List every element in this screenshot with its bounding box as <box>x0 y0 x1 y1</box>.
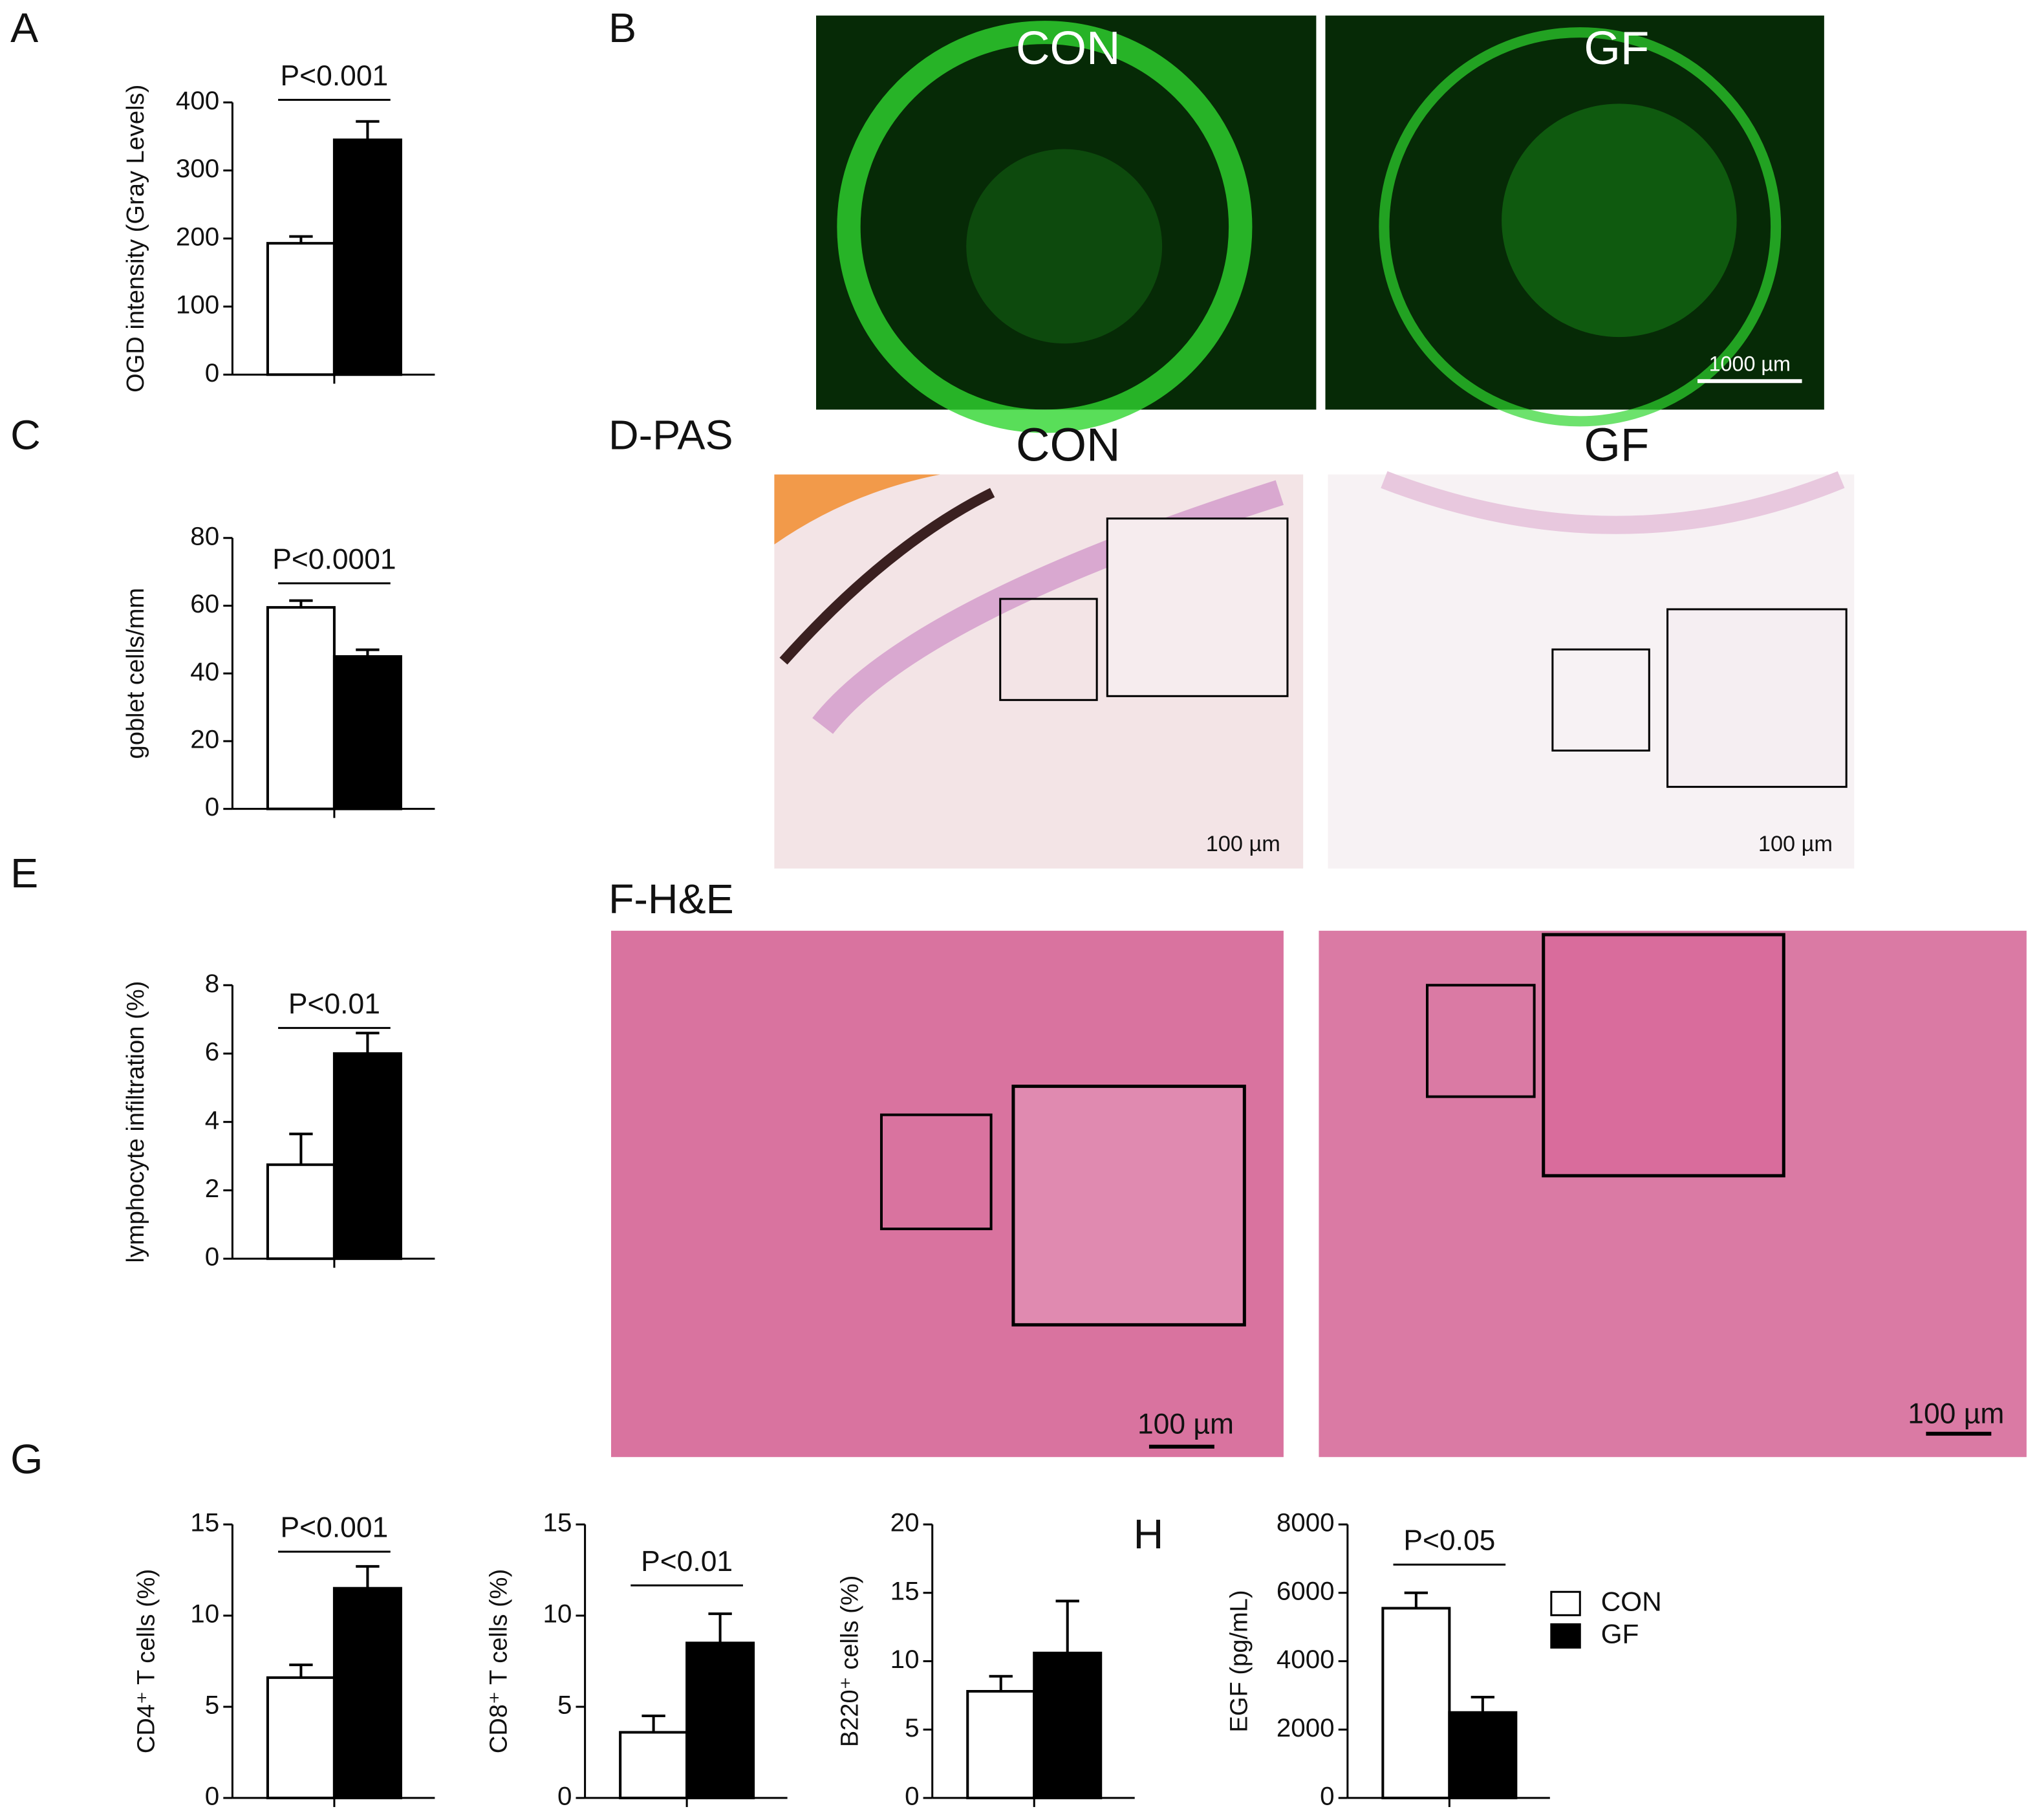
inset <box>1542 933 1785 1178</box>
y-tick-label: 6 <box>205 1037 219 1067</box>
y-axis-label: CD8⁺ T cells (%) <box>484 1569 512 1753</box>
image-detail <box>966 149 1163 344</box>
image-detail <box>837 21 1253 433</box>
y-tick-label: 15 <box>190 1508 219 1537</box>
legend-swatch <box>1550 1590 1581 1616</box>
y-tick-label: 0 <box>205 358 219 387</box>
y-axis-label: OGD intensity (Gray Levels) <box>122 85 149 393</box>
y-tick-label: 0 <box>905 1782 919 1811</box>
inset <box>1666 608 1848 788</box>
scale-label: 100 µm <box>1137 1408 1234 1440</box>
bar <box>332 655 402 810</box>
y-axis-label: CD4⁺ T cells (%) <box>132 1569 160 1753</box>
y-tick-label: 2000 <box>1277 1713 1335 1742</box>
image-detail <box>1379 27 1782 427</box>
y-tick-label: 5 <box>205 1691 219 1720</box>
image-detail <box>1502 103 1737 338</box>
y-tick-label: 200 <box>176 222 219 252</box>
y-tick-label: 10 <box>543 1599 572 1629</box>
y-axis-label: goblet cells/mm <box>122 588 149 759</box>
y-tick-label: 8000 <box>1277 1508 1335 1537</box>
bar <box>619 1731 689 1799</box>
bar <box>266 606 336 810</box>
annotation: P<0.01 <box>641 1546 733 1577</box>
legend-label: CON <box>1601 1587 1662 1617</box>
image-label: CON <box>1016 419 1121 471</box>
image-detail <box>779 488 995 665</box>
y-tick-label: 4 <box>205 1105 219 1134</box>
y-tick-label: 0 <box>1320 1782 1334 1811</box>
inset-box <box>1551 648 1650 752</box>
bar <box>966 1689 1036 1799</box>
panel-letter: G <box>10 1436 43 1482</box>
y-tick-label: 5 <box>905 1713 919 1742</box>
panel-letter: D-PAS <box>609 412 733 459</box>
y-tick-label: 10 <box>190 1599 219 1629</box>
bar <box>332 138 402 376</box>
inset-box <box>999 598 1098 701</box>
bar <box>266 1676 336 1799</box>
inset <box>1011 1085 1246 1327</box>
y-tick-label: 15 <box>543 1508 572 1537</box>
scale-label: 100 µm <box>1206 832 1280 856</box>
bar <box>685 1641 755 1799</box>
image-label: GF <box>1584 419 1649 471</box>
image-label: GF <box>1584 22 1649 74</box>
panel-letter: H <box>1134 1511 1164 1557</box>
scale-label: 100 µm <box>1758 832 1833 856</box>
y-tick-label: 5 <box>557 1691 572 1720</box>
scale-label: 1000 µm <box>1709 352 1791 376</box>
y-tick-label: 0 <box>205 1242 219 1272</box>
bar <box>266 1163 336 1261</box>
y-axis-label: B220⁺ cells (%) <box>836 1576 864 1748</box>
y-tick-label: 4000 <box>1277 1645 1335 1674</box>
y-tick-label: 0 <box>205 1782 219 1811</box>
legend-swatch <box>1550 1623 1581 1649</box>
image-label: CON <box>1016 22 1121 74</box>
y-tick-label: 100 <box>176 290 219 320</box>
y-tick-label: 2 <box>205 1174 219 1203</box>
panel-letter: E <box>10 850 38 896</box>
y-tick-label: 0 <box>557 1782 572 1811</box>
panel-letter: C <box>10 412 41 459</box>
y-tick-label: 40 <box>190 657 219 686</box>
y-tick-label: 0 <box>205 792 219 821</box>
y-tick-label: 60 <box>190 589 219 618</box>
image-detail <box>1381 471 1845 534</box>
inset <box>1106 517 1289 697</box>
y-axis-label: EGF (pg/mL) <box>1225 1590 1253 1732</box>
y-tick-label: 80 <box>190 521 219 550</box>
inset-box <box>879 1113 993 1231</box>
legend-label: GF <box>1601 1619 1639 1649</box>
annotation: P<0.01 <box>288 988 380 1020</box>
y-tick-label: 300 <box>176 154 219 183</box>
annotation: P<0.001 <box>281 60 389 92</box>
annotation: P<0.05 <box>1403 1525 1495 1557</box>
bar <box>332 1052 402 1261</box>
scale-label: 100 µm <box>1908 1398 2004 1429</box>
inset-box <box>1426 984 1536 1098</box>
bar <box>266 242 336 376</box>
bar <box>1381 1607 1451 1799</box>
panel-letter: A <box>10 5 38 51</box>
bar <box>332 1587 402 1799</box>
annotation: P<0.001 <box>281 1512 389 1544</box>
y-tick-label: 6000 <box>1277 1576 1335 1605</box>
panel-letter: F-H&E <box>609 876 734 922</box>
y-tick-label: 15 <box>890 1576 920 1605</box>
y-tick-label: 400 <box>176 86 219 115</box>
image-detail <box>774 474 940 545</box>
y-tick-label: 8 <box>205 969 219 998</box>
y-tick-label: 10 <box>890 1645 920 1674</box>
bar <box>1448 1711 1518 1799</box>
panel-letter: B <box>609 5 636 51</box>
bar <box>1033 1651 1103 1799</box>
annotation: P<0.0001 <box>272 544 396 576</box>
y-tick-label: 20 <box>890 1508 920 1537</box>
y-axis-label: lymphocyte infiltration (%) <box>122 981 149 1263</box>
y-tick-label: 20 <box>190 725 219 754</box>
